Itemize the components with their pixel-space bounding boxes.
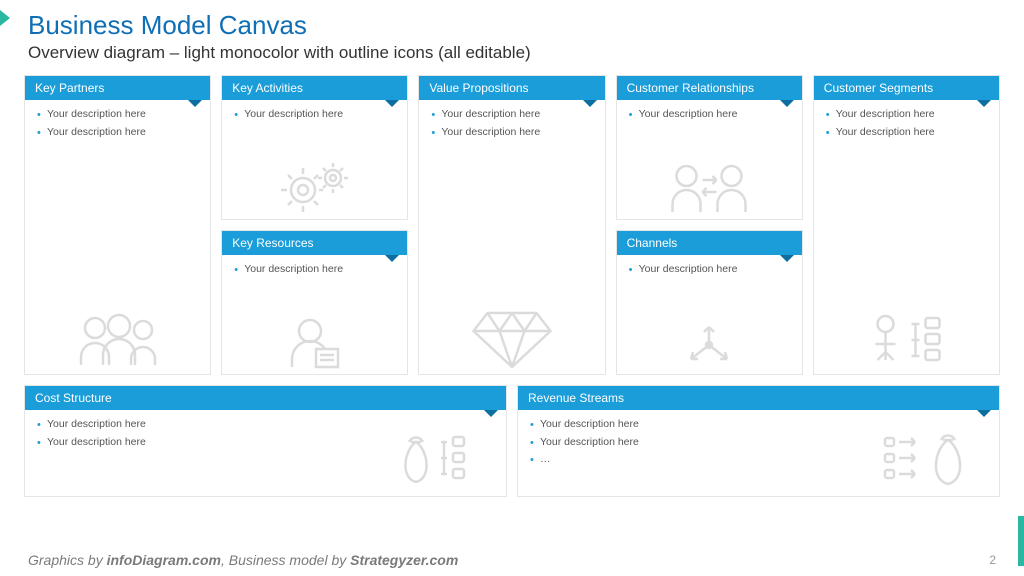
block-cost-structure: Cost Structure Your description here You… xyxy=(24,385,507,497)
footer-prefix: Graphics by xyxy=(28,552,107,568)
bullet-list: Your description here Your description h… xyxy=(429,108,594,139)
block-header: Customer Relationships xyxy=(617,76,802,100)
block-header: Value Propositions xyxy=(419,76,604,100)
block-value-propositions: Value Propositions Your description here… xyxy=(418,75,605,375)
block-header: Key Partners xyxy=(25,76,210,100)
person-doc-icon xyxy=(280,315,350,370)
arrows-spread-icon xyxy=(674,315,744,370)
gears-icon xyxy=(275,160,355,215)
bullet-list: Your description here xyxy=(627,263,792,277)
bullet-item: Your description here xyxy=(232,108,397,122)
bullet-item: Your description here xyxy=(824,126,989,140)
block-key-resources: Key Resources Your description here xyxy=(221,230,408,375)
footer-mid: , Business model by xyxy=(221,552,350,568)
block-header: Revenue Streams xyxy=(518,386,999,410)
block-header: Key Activities xyxy=(222,76,407,100)
bullet-list: Your description here Your description h… xyxy=(824,108,989,139)
bullet-list: Your description here xyxy=(232,108,397,122)
block-header: Channels xyxy=(617,231,802,255)
block-header: Customer Segments xyxy=(814,76,999,100)
people-exchange-icon xyxy=(667,160,752,215)
bullet-item: Your description here xyxy=(232,263,397,277)
person-org-icon xyxy=(864,310,949,370)
bullet-item: Your description here xyxy=(35,108,200,122)
footer-source2: Strategyzer.com xyxy=(350,552,458,568)
page-subtitle: Overview diagram – light monocolor with … xyxy=(28,43,996,63)
bottom-grid: Cost Structure Your description here You… xyxy=(24,385,1000,497)
block-key-activities: Key Activities Your description here xyxy=(221,75,408,220)
bullet-item: Your description here xyxy=(429,126,594,140)
block-header: Key Resources xyxy=(222,231,407,255)
bullet-item: Your description here xyxy=(627,263,792,277)
bullet-list: Your description here Your description h… xyxy=(35,108,200,139)
canvas-area: Key Partners Your description here Your … xyxy=(0,69,1024,497)
list-money-bag-icon xyxy=(879,428,979,488)
bullet-list: Your description here xyxy=(627,108,792,122)
page-number: 2 xyxy=(989,553,996,567)
money-bag-list-icon xyxy=(391,428,486,488)
top-grid: Key Partners Your description here Your … xyxy=(24,75,1000,375)
header: Business Model Canvas Overview diagram –… xyxy=(0,0,1024,69)
bullet-list: Your description here xyxy=(232,263,397,277)
footer-credits: Graphics by infoDiagram.com, Business mo… xyxy=(28,552,458,568)
footer: Graphics by infoDiagram.com, Business mo… xyxy=(28,552,996,568)
diamond-icon xyxy=(469,305,554,370)
block-customer-segments: Customer Segments Your description here … xyxy=(813,75,1000,375)
bullet-item: Your description here xyxy=(824,108,989,122)
block-revenue-streams: Revenue Streams Your description here Yo… xyxy=(517,385,1000,497)
bullet-item: Your description here xyxy=(35,126,200,140)
page-title: Business Model Canvas xyxy=(28,10,996,41)
people-group-icon xyxy=(73,310,163,370)
accent-right xyxy=(1018,516,1024,566)
bullet-item: Your description here xyxy=(429,108,594,122)
block-channels: Channels Your description here xyxy=(616,230,803,375)
block-customer-relationships: Customer Relationships Your description … xyxy=(616,75,803,220)
accent-left xyxy=(0,10,10,26)
bullet-item: Your description here xyxy=(627,108,792,122)
block-key-partners: Key Partners Your description here Your … xyxy=(24,75,211,375)
footer-source1: infoDiagram.com xyxy=(107,552,221,568)
block-header: Cost Structure xyxy=(25,386,506,410)
